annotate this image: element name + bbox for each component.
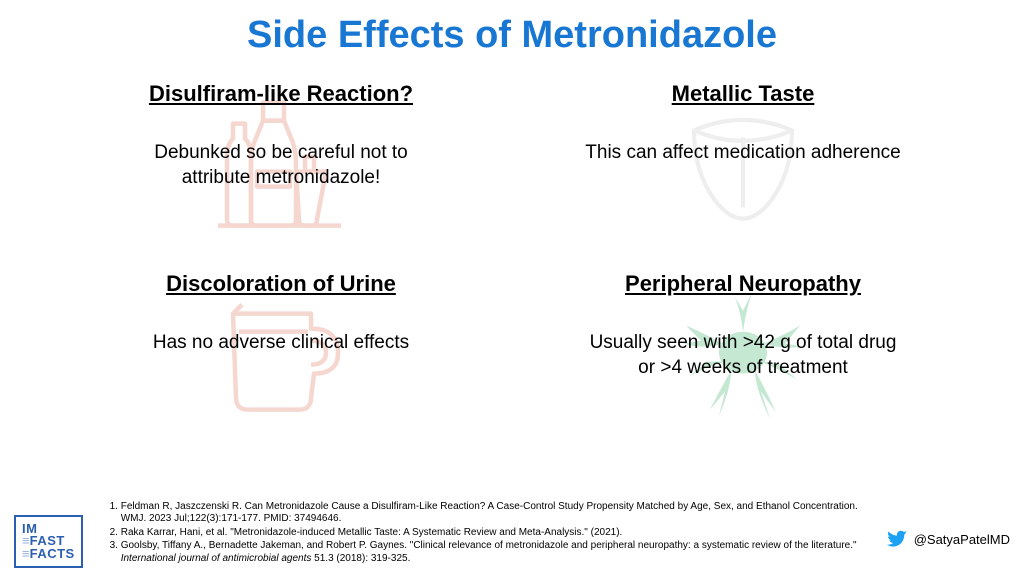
card-body: Has no adverse clinical effects	[121, 331, 441, 356]
card-heading: Disulfiram-like Reaction?	[80, 81, 482, 107]
references: Feldman R, Jaszczenski R. Can Metronidaz…	[97, 501, 872, 569]
card-heading: Discoloration of Urine	[80, 271, 482, 297]
card-body: This can affect medication adherence	[583, 141, 903, 166]
card-heading: Peripheral Neuropathy	[542, 271, 944, 297]
twitter-handle[interactable]: @SatyaPatelMD	[886, 528, 1010, 568]
card-heading: Metallic Taste	[542, 81, 944, 107]
effects-grid: Disulfiram-like Reaction? Debunked so be…	[0, 57, 1024, 445]
reference-item: Raka Karrar, Hani, et al. "Metronidazole…	[121, 527, 872, 540]
card-peripheral-neuropathy: Peripheral Neuropathy Usually seen with …	[532, 265, 954, 445]
twitter-handle-text: @SatyaPatelMD	[914, 532, 1010, 547]
pitcher-icon	[206, 281, 356, 436]
card-body: Usually seen with >42 g of total drug or…	[583, 331, 903, 380]
references-list: Feldman R, Jaszczenski R. Can Metronidaz…	[103, 501, 872, 566]
card-metallic-taste: Metallic Taste This can affect medicatio…	[532, 75, 954, 255]
page-title: Side Effects of Metronidazole	[0, 0, 1024, 57]
card-disulfiram: Disulfiram-like Reaction? Debunked so be…	[70, 75, 492, 255]
twitter-icon	[886, 528, 908, 550]
tongue-icon	[673, 95, 813, 240]
card-body: Debunked so be careful not to attribute …	[121, 141, 441, 190]
logo-fastfacts: IM FAST FACTS	[14, 515, 83, 568]
footer: IM FAST FACTS Feldman R, Jaszczenski R. …	[0, 501, 1024, 569]
card-urine-discoloration: Discoloration of Urine Has no adverse cl…	[70, 265, 492, 445]
reference-item: Feldman R, Jaszczenski R. Can Metronidaz…	[121, 501, 872, 526]
reference-item: Goolsby, Tiffany A., Bernadette Jakeman,…	[121, 540, 872, 565]
logo-line3: FACTS	[22, 546, 75, 561]
